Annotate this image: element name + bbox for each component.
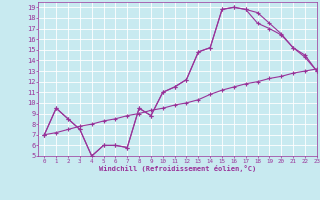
X-axis label: Windchill (Refroidissement éolien,°C): Windchill (Refroidissement éolien,°C)	[99, 165, 256, 172]
